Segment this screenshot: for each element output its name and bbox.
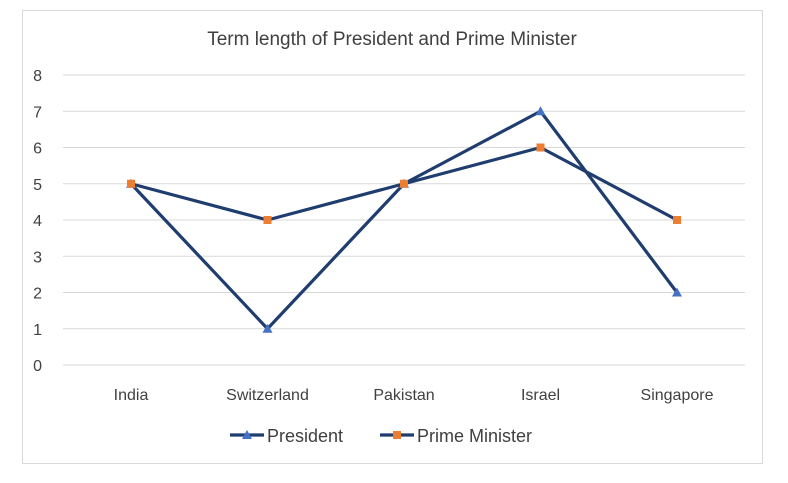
y-tick-label: 1	[33, 322, 42, 339]
x-axis: India Switzerland Pakistan Israel Singapore	[114, 387, 714, 404]
x-tick-label: Israel	[521, 387, 560, 404]
data-point-square	[400, 179, 408, 188]
data-point-triangle	[535, 106, 546, 116]
data-point-square	[263, 216, 272, 224]
y-tick-label: 7	[33, 104, 42, 121]
legend-label: Prime Minister	[417, 426, 532, 446]
chart-frame	[22, 10, 763, 464]
legend-label: President	[267, 426, 343, 446]
series-markers	[126, 106, 682, 333]
y-tick-label: 5	[33, 177, 42, 194]
chart-title: Term length of President and Prime Minis…	[207, 29, 577, 50]
y-tick-label: 0	[33, 358, 42, 375]
legend-marker-square	[393, 431, 401, 439]
y-tick-label: 2	[33, 286, 42, 303]
x-tick-label: India	[114, 387, 149, 404]
data-point-triangle	[672, 287, 682, 297]
data-point-square	[127, 179, 135, 188]
x-tick-label: Switzerland	[226, 387, 309, 404]
data-point-square	[673, 216, 681, 224]
x-tick-label: Pakistan	[373, 387, 434, 404]
y-axis: 0 1 2 3 4 5 6 7 8	[33, 68, 42, 375]
legend: President Prime Minister	[230, 426, 532, 446]
data-point-triangle	[262, 323, 273, 333]
y-tick-label: 4	[33, 213, 42, 230]
y-tick-label: 8	[33, 68, 42, 85]
legend-marker-triangle	[242, 430, 252, 439]
x-tick-label: Singapore	[641, 387, 714, 404]
data-point-square	[536, 143, 545, 152]
y-tick-label: 3	[33, 249, 42, 266]
y-tick-label: 6	[33, 141, 42, 158]
